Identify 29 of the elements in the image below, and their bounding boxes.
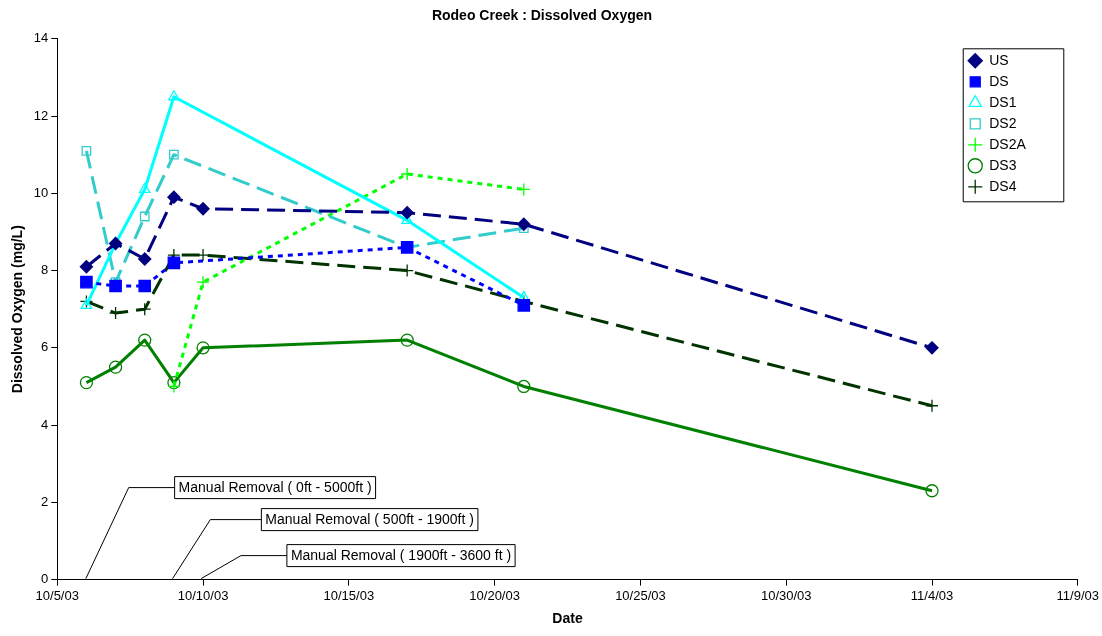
annotation: Manual Removal ( 500ft - 1900ft ) [265, 511, 474, 528]
y-tick-label: 0 [41, 571, 49, 587]
legend-label: DS1 [989, 93, 1017, 110]
x-tick-label: 10/10/03 [177, 587, 229, 603]
annotation: Manual Removal ( 0ft - 5000ft ) [178, 479, 372, 496]
legend-label: DS2A [989, 135, 1027, 152]
legend-label: DS [989, 72, 1009, 89]
y-tick-label: 12 [33, 107, 49, 123]
x-tick-label: 10/15/03 [323, 587, 375, 603]
y-tick-label: 4 [41, 416, 49, 432]
chart-title: Rodeo Creek : Dissolved Oxygen [431, 7, 653, 24]
x-axis-title: Date [552, 610, 583, 627]
x-tick-label: 10/25/03 [615, 587, 666, 603]
y-axis-title: Dissolved Oxygen (mg/L) [9, 225, 26, 394]
annotation: Manual Removal ( 1900ft - 3600 ft ) [290, 547, 512, 564]
legend-label: DS4 [989, 177, 1017, 194]
y-tick-label: 14 [33, 30, 49, 46]
x-tick-label: 10/30/03 [760, 587, 812, 603]
y-tick-label: 8 [41, 262, 49, 278]
legend-label: DS2 [989, 114, 1017, 131]
x-tick-label: 11/9/03 [1056, 587, 1100, 603]
x-tick-label: 11/4/03 [910, 587, 954, 603]
y-tick-label: 6 [41, 339, 49, 355]
y-tick-label: 2 [41, 493, 49, 509]
x-tick-label: 10/5/03 [35, 587, 79, 603]
y-tick-label: 10 [33, 184, 49, 200]
legend-label: US [989, 51, 1009, 68]
legend-label: DS3 [989, 156, 1017, 173]
x-tick-label: 10/20/03 [469, 587, 520, 603]
